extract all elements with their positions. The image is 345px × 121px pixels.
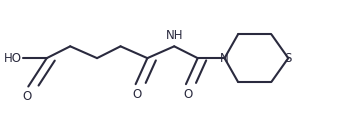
Text: O: O — [133, 88, 142, 101]
Text: N: N — [220, 52, 229, 65]
Text: S: S — [285, 52, 292, 65]
Text: NH: NH — [166, 29, 183, 42]
Text: HO: HO — [4, 52, 22, 65]
Text: O: O — [22, 90, 31, 103]
Text: O: O — [183, 88, 192, 101]
